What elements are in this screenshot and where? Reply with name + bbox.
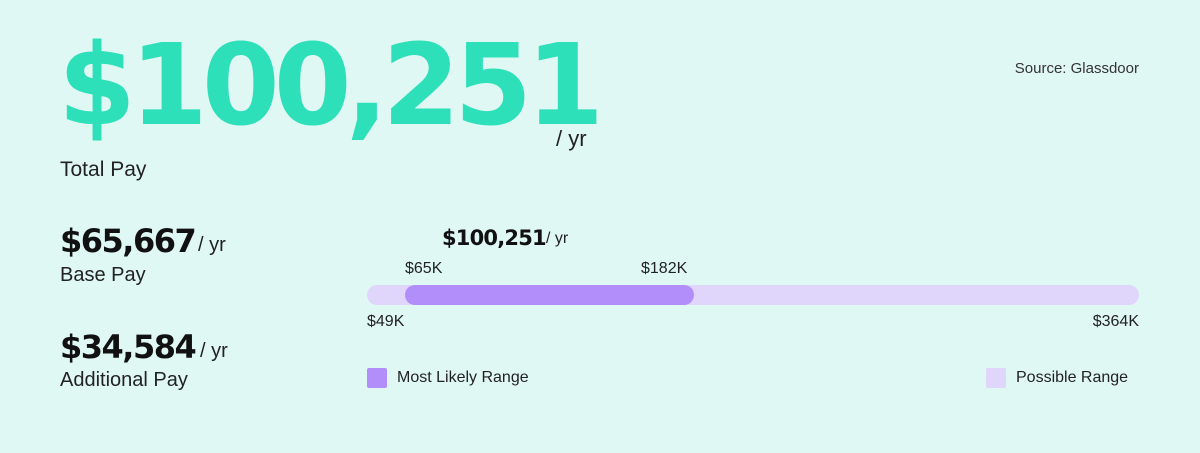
range-headline-amount: $100,251 xyxy=(442,226,547,250)
legend-possible-label: Possible Range xyxy=(1016,369,1129,386)
source-label: Source: Glassdoor xyxy=(1014,60,1139,77)
base-pay-label: Base Pay xyxy=(60,264,146,286)
likely-range-bar xyxy=(405,285,694,305)
legend-possible-swatch xyxy=(986,368,1006,388)
legend-likely-label: Most Likely Range xyxy=(397,369,529,386)
legend-likely-swatch xyxy=(367,368,387,388)
total-pay-amount: $100,251 xyxy=(58,21,604,151)
total-pay-unit: / yr xyxy=(556,126,587,151)
base-pay-amount: $65,667 xyxy=(60,222,197,260)
additional-pay-amount: $34,584 xyxy=(60,328,197,366)
range-headline-unit: / yr xyxy=(546,230,569,247)
total-pay-label: Total Pay xyxy=(60,158,147,181)
additional-pay-label: Additional Pay xyxy=(60,369,188,391)
likely-range-min-label: $65K xyxy=(405,260,443,277)
possible-range-min-label: $49K xyxy=(367,313,405,330)
additional-pay-unit: / yr xyxy=(200,340,228,362)
likely-range-max-label: $182K xyxy=(641,260,688,277)
possible-range-max-label: $364K xyxy=(1092,313,1139,330)
base-pay-unit: / yr xyxy=(198,234,226,256)
